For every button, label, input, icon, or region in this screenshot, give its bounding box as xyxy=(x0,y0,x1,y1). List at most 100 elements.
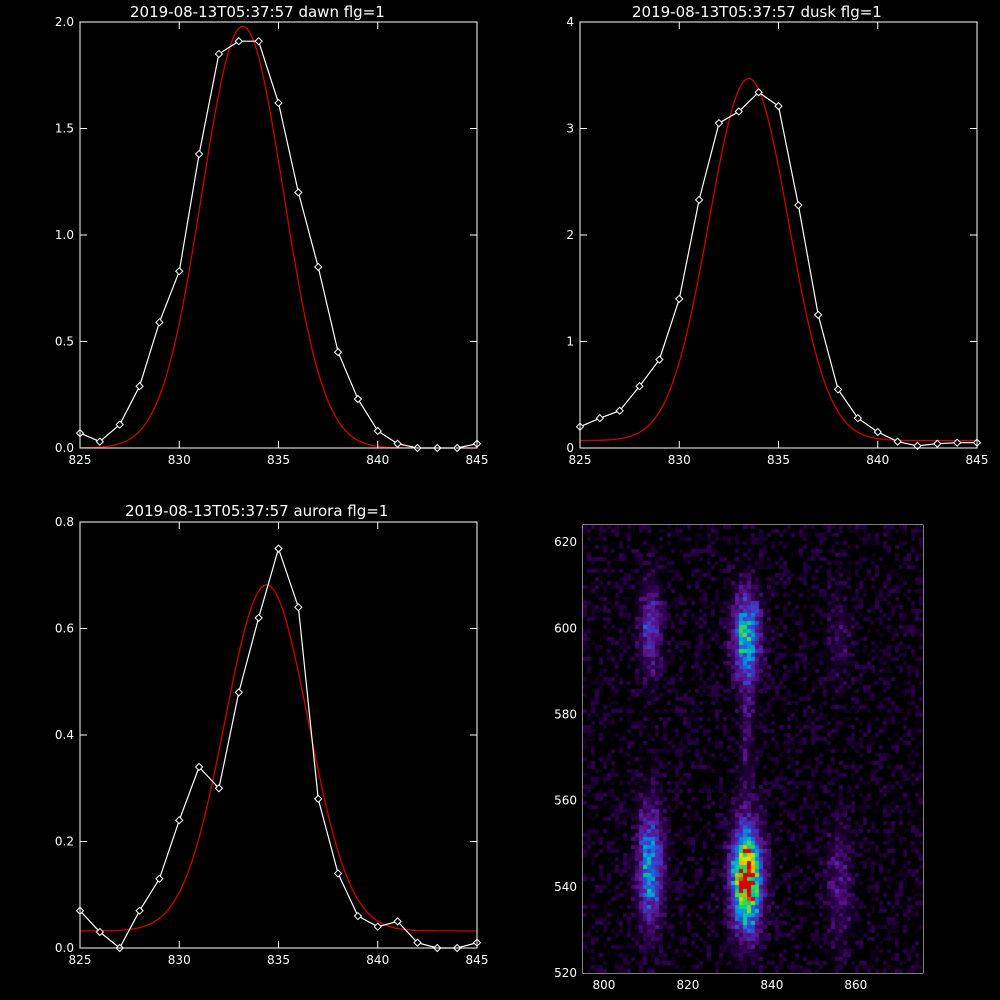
dawn-data-line xyxy=(79,40,478,449)
dusk-x-tick-label: 840 xyxy=(866,453,889,467)
aurora-data-point xyxy=(313,794,323,804)
aurora-data-point xyxy=(214,784,224,793)
aurora-y-tick-label: 0.2 xyxy=(55,835,74,849)
aurora-y-tick-label: 0.0 xyxy=(55,941,74,955)
dusk-x-tick-label: 825 xyxy=(569,453,592,467)
aurora-y-tick-label: 0.8 xyxy=(55,515,74,529)
dusk-data-point xyxy=(615,406,624,415)
dusk-y-tick-label: 3 xyxy=(566,122,574,136)
dawn-data-point xyxy=(175,267,184,276)
dusk-data-point xyxy=(595,413,605,423)
aurora-data-point xyxy=(95,927,105,937)
aurora-x-tick-label: 825 xyxy=(69,953,92,967)
dawn-x-tick-label: 835 xyxy=(267,453,290,467)
dusk-data-point xyxy=(933,439,942,448)
dawn-fit-curve xyxy=(79,25,477,449)
aurora-data-line xyxy=(79,546,478,949)
dusk-fit-curve xyxy=(580,77,977,442)
dusk-data-point xyxy=(952,438,962,447)
dusk-data-point xyxy=(853,413,863,423)
dawn-panel-title: 2019-08-13T05:37:57 dawn flg=1 xyxy=(130,3,385,21)
dusk-y-tick-label: 4 xyxy=(566,15,574,29)
dusk-data-point xyxy=(833,385,843,394)
dawn-data-point xyxy=(194,149,204,159)
aurora-x-tick-label: 830 xyxy=(168,953,191,967)
dawn-y-tick-label: 0.5 xyxy=(55,335,74,349)
dawn-data-point xyxy=(413,443,422,453)
aurora-plot-frame xyxy=(79,521,478,949)
dusk-y-tick-label: 0 xyxy=(566,441,574,455)
aurora-data-point xyxy=(234,688,244,697)
dawn-data-point xyxy=(433,443,442,453)
dawn-data-point xyxy=(313,262,323,272)
dawn-data-point xyxy=(452,443,462,453)
dusk-y-tick-label: 1 xyxy=(566,335,574,349)
aurora-data-point xyxy=(274,544,283,553)
dusk-data-point xyxy=(754,88,763,97)
dawn-data-point xyxy=(353,394,363,404)
dawn-x-tick-label: 830 xyxy=(168,453,191,467)
aurora-x-tick-label: 840 xyxy=(366,953,389,967)
aurora-data-point xyxy=(452,943,462,953)
image-y-tick-label: 580 xyxy=(554,708,577,722)
aurora-data-point xyxy=(115,943,124,953)
aurora-data-point xyxy=(175,815,184,825)
dawn-x-tick-label: 825 xyxy=(69,453,92,467)
aurora-x-tick-label: 835 xyxy=(267,953,290,967)
aurora-data-point xyxy=(294,602,303,612)
dawn-x-tick-label: 840 xyxy=(366,453,389,467)
dawn-data-point xyxy=(472,439,482,448)
dawn-data-point xyxy=(254,36,263,46)
aurora-fit-curve xyxy=(80,584,477,932)
dawn-data-point xyxy=(274,98,283,108)
dusk-data-point xyxy=(794,200,803,210)
dawn-plot-frame xyxy=(79,21,478,449)
aurora-y-tick-label: 0.6 xyxy=(55,622,74,636)
dawn-y-tick-label: 2.0 xyxy=(55,15,74,29)
dusk-data-point xyxy=(774,101,783,111)
dusk-data-line xyxy=(579,91,977,447)
dusk-data-point xyxy=(694,195,704,205)
dawn-data-point xyxy=(373,426,382,436)
dawn-x-tick-label: 845 xyxy=(466,453,489,467)
dawn-data-point xyxy=(294,188,303,197)
aurora-data-point xyxy=(393,917,402,926)
dusk-data-point xyxy=(734,107,744,116)
image-heatmap xyxy=(583,525,923,973)
image-x-tick-label: 820 xyxy=(676,978,699,992)
image-y-tick-label: 620 xyxy=(554,535,577,549)
dawn-data-point xyxy=(155,318,164,327)
aurora-y-tick-label: 0.4 xyxy=(55,728,74,742)
dawn-data-point xyxy=(214,49,224,59)
image-y-tick-label: 600 xyxy=(554,621,577,635)
dusk-plot-frame xyxy=(579,21,978,449)
image-x-tick-label: 800 xyxy=(593,978,616,992)
aurora-data-point xyxy=(472,938,482,947)
dusk-data-point xyxy=(873,427,882,437)
image-x-tick-label: 840 xyxy=(760,978,783,992)
dusk-data-point xyxy=(913,441,922,451)
aurora-data-point xyxy=(155,874,164,883)
dawn-y-tick-label: 0.0 xyxy=(55,441,74,455)
dawn-data-point xyxy=(393,439,402,448)
aurora-data-point xyxy=(433,943,442,953)
dawn-y-tick-label: 1.0 xyxy=(55,228,74,242)
aurora-data-point xyxy=(413,938,422,947)
dusk-x-tick-label: 835 xyxy=(767,453,790,467)
dusk-x-tick-label: 830 xyxy=(668,453,691,467)
image-y-tick-label: 560 xyxy=(554,794,577,808)
aurora-data-point xyxy=(194,762,204,772)
image-y-tick-label: 520 xyxy=(554,966,577,980)
image-y-tick-label: 540 xyxy=(554,880,577,894)
dawn-data-point xyxy=(234,36,244,46)
dusk-y-tick-label: 2 xyxy=(566,228,574,242)
dusk-data-point xyxy=(972,438,982,447)
dusk-data-point xyxy=(675,294,684,304)
aurora-data-point xyxy=(75,906,85,915)
dawn-data-point xyxy=(75,428,85,438)
dusk-data-point xyxy=(635,382,644,391)
aurora-data-point xyxy=(135,906,144,915)
dusk-data-point xyxy=(893,437,902,446)
aurora-x-tick-label: 845 xyxy=(466,953,489,967)
